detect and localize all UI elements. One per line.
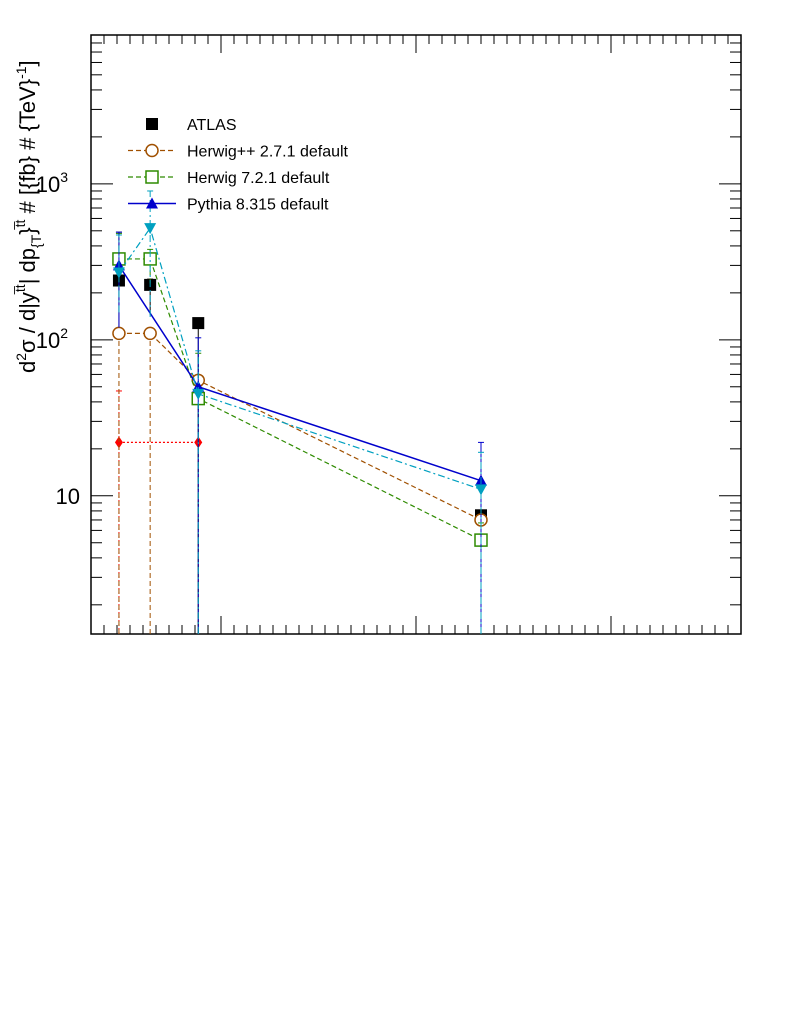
ylabel-end: ] [15,60,40,66]
legend-label: ATLAS [187,117,237,134]
ylabel-sup3: t̅t [12,220,28,231]
legend-entry: Herwig++ 2.7.1 default [128,144,349,161]
legend-marker [145,143,159,158]
series-layer [112,190,488,634]
y-tick-label: 103 [36,169,68,197]
series-5 [112,190,487,634]
legend-entry: Herwig 7.2.1 default [128,170,330,187]
data-point [475,484,487,496]
data-point [192,317,205,330]
legend-entry: Pythia 8.315 default [128,197,329,214]
ylabel-sub1: {T [28,234,44,248]
ylabel-base: d [15,361,40,373]
series-line [118,264,482,482]
series-line [118,332,482,521]
y-tick-label: 10 [56,484,80,509]
y-tick-label: 102 [36,325,68,353]
legend-marker [146,197,158,209]
y-tick-label-base: 10 [36,328,60,353]
legend-label: Herwig 7.2.1 default [187,170,330,187]
data-point [112,326,126,341]
series-1 [114,390,203,634]
ylabel-mid1: σ / d|y [15,292,40,353]
legend-label: Pythia 8.315 default [187,197,329,214]
legend-entry: ATLAS [146,117,237,134]
data-point [143,326,157,341]
ylabel-sup4: -1 [13,66,29,79]
data-point [114,436,123,449]
legend-marker [146,118,158,130]
data-point [144,223,157,235]
ylabel-sup2: t̅t [12,284,28,295]
ylabel-mid3: } [15,227,40,234]
legend-label: Herwig++ 2.7.1 default [187,144,349,161]
series-2 [112,326,488,634]
legend: ATLAS Herwig++ 2.7.1 default Herwig 7.2.1 … [128,117,349,214]
ylabel-sup1: 2 [13,353,29,361]
series-line [118,226,482,490]
ylabel-mid2: | dp [15,248,40,284]
ylabel-mid4: # [{fb} # {TeV} [15,79,40,220]
legend-marker [145,170,159,184]
y-tick-label-base: 10 [56,484,80,509]
axis-ticks [90,34,742,634]
y-tick-label-exponent: 2 [60,325,68,341]
data-point [112,267,125,279]
y-axis-label: d2σ / d|yt̅t| dp{T}t̅t # [{fb} # {TeV}-1… [12,60,44,373]
data-point [192,388,205,400]
series-line [118,258,482,541]
y-tick-label-base: 10 [36,172,60,197]
y-tick-label-exponent: 3 [60,169,68,185]
